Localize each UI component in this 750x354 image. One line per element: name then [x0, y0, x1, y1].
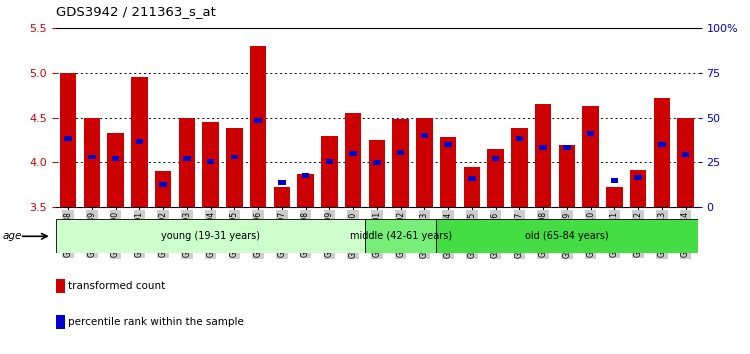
- Bar: [539, 145, 547, 150]
- Bar: [345, 113, 362, 207]
- Bar: [397, 150, 404, 155]
- Bar: [60, 73, 76, 207]
- Bar: [634, 175, 642, 180]
- Bar: [436, 219, 698, 253]
- Bar: [297, 174, 314, 207]
- Bar: [416, 118, 433, 207]
- Bar: [511, 127, 528, 207]
- Bar: [131, 78, 148, 207]
- Bar: [392, 120, 409, 207]
- Bar: [365, 219, 436, 253]
- Bar: [321, 136, 338, 207]
- Text: percentile rank within the sample: percentile rank within the sample: [68, 317, 244, 327]
- Bar: [563, 145, 571, 150]
- Bar: [254, 118, 262, 123]
- Bar: [559, 145, 575, 207]
- Bar: [445, 142, 452, 147]
- Bar: [88, 155, 95, 160]
- Bar: [516, 136, 523, 141]
- Bar: [374, 160, 380, 165]
- Bar: [160, 182, 166, 187]
- Bar: [231, 155, 238, 160]
- Bar: [440, 137, 457, 207]
- Text: GDS3942 / 211363_s_at: GDS3942 / 211363_s_at: [56, 5, 216, 18]
- Bar: [302, 173, 309, 178]
- Bar: [83, 118, 100, 207]
- Bar: [468, 176, 476, 181]
- Bar: [202, 122, 219, 207]
- Bar: [368, 140, 386, 207]
- Text: age: age: [3, 231, 22, 241]
- Text: transformed count: transformed count: [68, 281, 166, 291]
- Bar: [250, 46, 266, 207]
- Bar: [682, 152, 689, 157]
- Bar: [610, 178, 618, 183]
- Bar: [64, 136, 72, 141]
- Bar: [226, 129, 243, 207]
- Bar: [207, 159, 214, 164]
- Bar: [326, 159, 333, 164]
- Bar: [56, 279, 64, 293]
- Bar: [56, 315, 64, 329]
- Bar: [107, 133, 124, 207]
- Bar: [535, 104, 551, 207]
- Bar: [587, 131, 594, 136]
- Bar: [350, 151, 357, 156]
- Text: middle (42-61 years): middle (42-61 years): [350, 231, 452, 241]
- Bar: [274, 187, 290, 207]
- Bar: [653, 98, 670, 207]
- Bar: [606, 187, 622, 207]
- Text: young (19-31 years): young (19-31 years): [161, 231, 260, 241]
- Bar: [630, 170, 646, 207]
- Bar: [56, 219, 365, 253]
- Bar: [677, 118, 694, 207]
- Bar: [278, 179, 286, 184]
- Bar: [582, 106, 599, 207]
- Bar: [112, 156, 119, 161]
- Bar: [183, 156, 190, 161]
- Bar: [136, 139, 143, 144]
- Bar: [464, 167, 480, 207]
- Bar: [658, 142, 665, 147]
- Bar: [488, 149, 504, 207]
- Bar: [178, 118, 195, 207]
- Text: old (65-84 years): old (65-84 years): [525, 231, 609, 241]
- Bar: [492, 156, 500, 161]
- Bar: [421, 133, 428, 138]
- Bar: [154, 171, 172, 207]
